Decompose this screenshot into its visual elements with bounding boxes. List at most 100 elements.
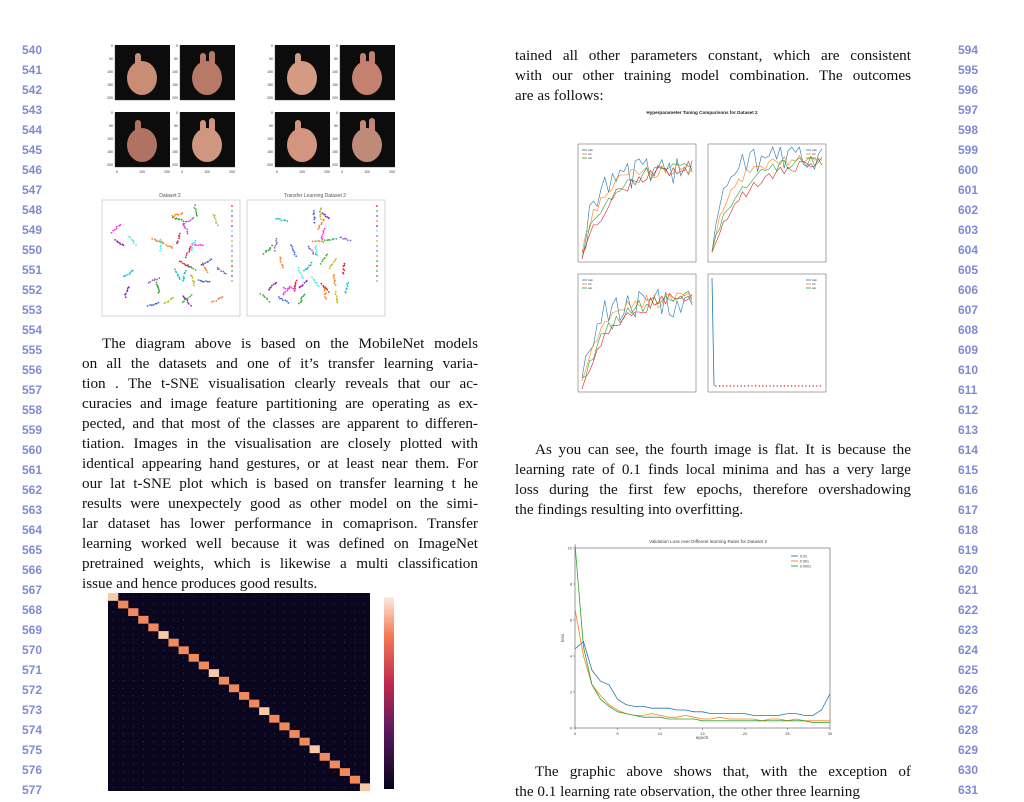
hp-series-point — [754, 385, 757, 387]
tsne-point — [179, 232, 181, 235]
zero-cell-mark — [233, 649, 235, 651]
tsne-point — [200, 263, 203, 266]
hp-series-line — [711, 158, 823, 253]
zero-cell-mark — [153, 733, 154, 735]
zero-cell-mark — [304, 626, 305, 628]
zero-cell-mark — [273, 725, 275, 727]
tsne-legend-dot — [231, 255, 233, 257]
line-number: 607 — [958, 303, 979, 317]
tsne-point — [334, 293, 337, 295]
tsne-point — [291, 248, 294, 250]
zero-cell-mark — [263, 604, 265, 605]
diagonal-cell — [349, 775, 361, 784]
line-number: 569 — [22, 623, 43, 637]
zero-cell-mark — [354, 703, 356, 704]
zero-cell-mark — [253, 718, 255, 719]
zero-cell-mark — [304, 725, 305, 727]
line-number: 544 — [22, 123, 43, 137]
tsne-point — [294, 281, 297, 284]
zero-cell-mark — [324, 771, 325, 773]
zero-cell-mark — [334, 665, 336, 666]
zero-cell-mark — [304, 596, 305, 598]
zero-cell-mark — [233, 756, 235, 758]
zero-cell-mark — [284, 604, 285, 605]
tsne-point — [217, 224, 219, 227]
zero-cell-mark — [263, 611, 265, 613]
tick-label: 100 — [204, 170, 210, 174]
tsne-point — [312, 251, 315, 254]
zero-cell-mark — [142, 741, 144, 742]
zero-cell-mark — [364, 718, 366, 719]
confusion-matrix-heatmap — [108, 593, 394, 792]
zero-cell-mark — [122, 733, 124, 735]
tsne-point — [178, 237, 181, 240]
tsne-point — [301, 274, 303, 277]
line-number: 616 — [958, 483, 979, 497]
zero-cell-mark — [314, 649, 315, 651]
tsne-point — [314, 248, 317, 250]
zero-cell-mark — [223, 718, 225, 719]
zero-cell-mark — [243, 710, 245, 712]
tsne-point — [286, 300, 288, 303]
zero-cell-mark — [294, 764, 295, 765]
tsne-point — [188, 266, 191, 268]
tsne-point — [322, 233, 324, 235]
zero-cell-mark — [364, 619, 366, 620]
zero-cell-mark — [364, 657, 366, 659]
zero-cell-mark — [314, 619, 315, 620]
zero-cell-mark — [223, 733, 225, 735]
zero-cell-mark — [203, 642, 205, 643]
line-number: 620 — [958, 563, 979, 577]
zero-cell-mark — [132, 695, 134, 697]
zero-cell-mark — [163, 718, 164, 719]
zero-cell-mark — [203, 680, 205, 681]
zero-cell-mark — [213, 626, 215, 628]
zero-cell-mark — [354, 741, 356, 742]
hp-legend-label: test — [812, 156, 816, 160]
tsne-point — [126, 287, 129, 290]
zero-cell-mark — [173, 786, 174, 788]
line-number: 621 — [958, 583, 979, 597]
tsne-point — [346, 283, 348, 285]
diagonal-cell — [309, 745, 320, 754]
hp-subplot-frame — [577, 143, 697, 263]
zero-cell-mark — [253, 786, 255, 788]
tsne-point — [331, 238, 334, 241]
zero-cell-mark — [344, 741, 346, 742]
zero-cell-mark — [213, 786, 215, 788]
val-loss-title: Validation Loss over Different learning … — [649, 539, 768, 544]
tsne-point — [158, 290, 161, 293]
zero-cell-mark — [253, 642, 255, 643]
tsne-point — [193, 280, 196, 283]
tick-label: 100 — [332, 70, 338, 74]
zero-cell-mark — [273, 619, 275, 620]
hp-subplot-frame — [707, 143, 827, 263]
tsne-point — [167, 301, 169, 304]
zero-cell-mark — [364, 649, 366, 651]
hp-series-point — [726, 385, 728, 387]
zero-cell-mark — [253, 626, 255, 628]
tsne-point — [320, 212, 323, 215]
tsne-point — [321, 235, 323, 238]
zero-cell-mark — [203, 649, 205, 651]
zero-cell-mark — [263, 786, 265, 788]
zero-cell-mark — [213, 756, 215, 758]
tsne-point — [210, 258, 213, 260]
zero-cell-mark — [183, 771, 184, 773]
tsne-point — [314, 246, 317, 249]
tsne-point — [178, 278, 181, 280]
zero-cell-mark — [233, 680, 235, 681]
tick-label: 200 — [107, 96, 113, 100]
text-line: The diagram above is based on the Mobile… — [102, 335, 478, 352]
tsne-point — [324, 296, 326, 298]
tsne-point — [327, 291, 330, 293]
zero-cell-mark — [364, 748, 366, 750]
tsne-point — [156, 285, 159, 288]
zero-cell-mark — [112, 756, 114, 758]
line-number: 611 — [958, 383, 978, 397]
tsne-point — [335, 258, 337, 260]
tsne-point — [319, 214, 322, 216]
tsne-point — [185, 269, 187, 272]
zero-cell-mark — [193, 725, 194, 727]
zero-cell-mark — [122, 771, 124, 773]
